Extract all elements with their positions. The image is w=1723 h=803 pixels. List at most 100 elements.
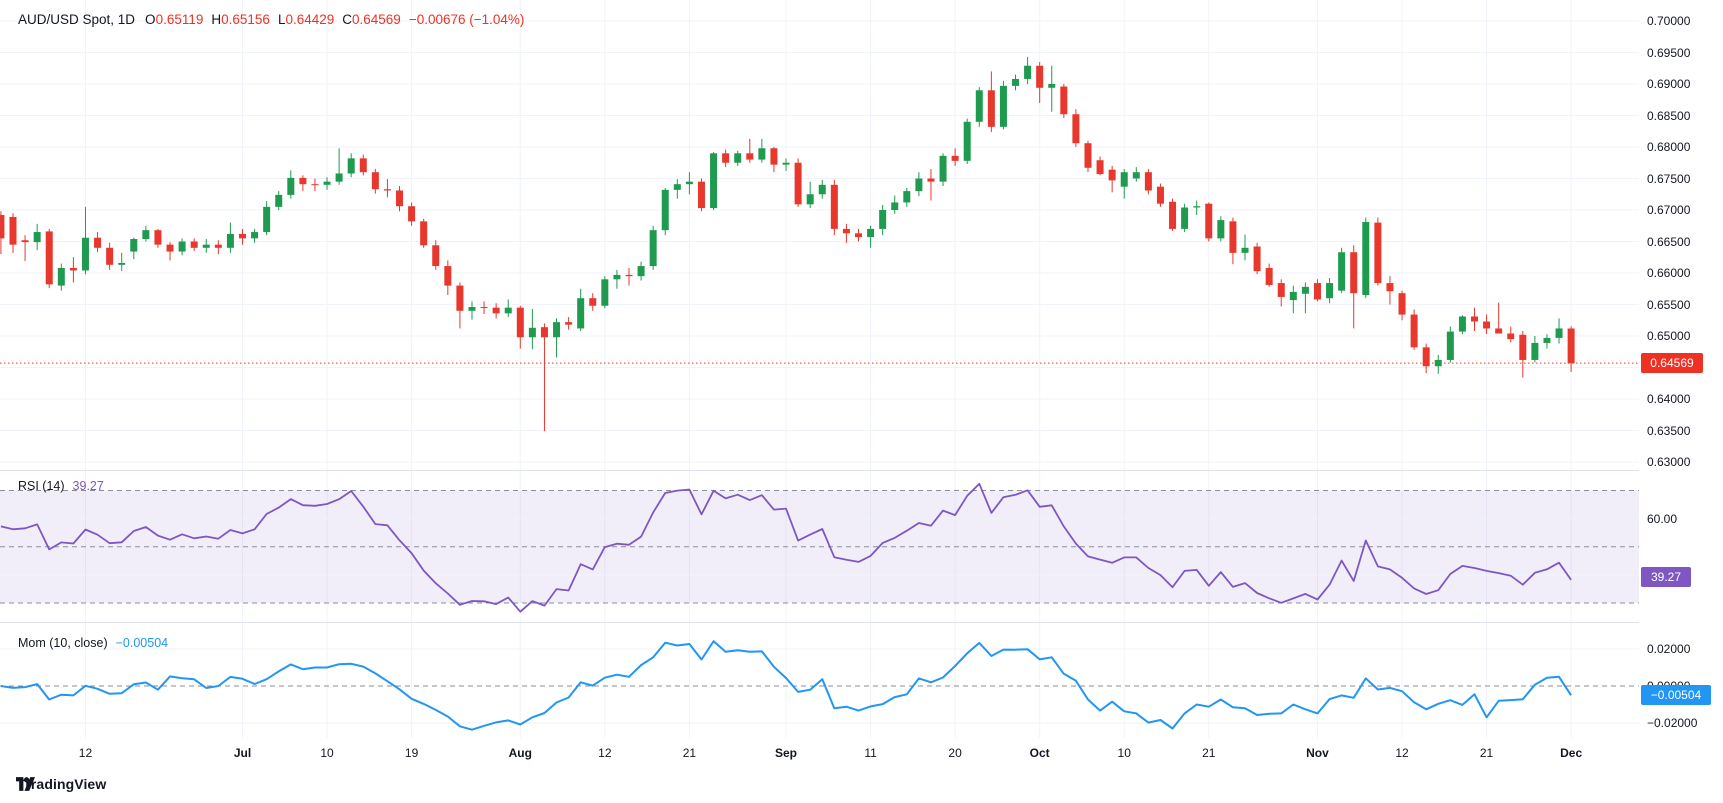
- candle-body: [1072, 114, 1080, 144]
- candle-body: [347, 158, 355, 174]
- tradingview-logo-text: TradingView: [23, 776, 107, 792]
- candle-body: [879, 210, 887, 229]
- candle-body: [359, 158, 367, 173]
- price-tick-label: 0.65500: [1647, 297, 1691, 312]
- tradingview-logo[interactable]: TradingView: [16, 776, 106, 792]
- candle-body: [69, 267, 77, 271]
- candle-body: [1132, 172, 1140, 179]
- candle-body: [1446, 331, 1454, 360]
- momentum-tick-label: −0.02000: [1647, 716, 1698, 730]
- price-tick-label: 0.65000: [1647, 329, 1691, 343]
- time-tick-label: 12: [1395, 746, 1409, 760]
- candle-body: [1265, 267, 1273, 285]
- candle-body: [1036, 65, 1044, 88]
- candle-body: [1313, 283, 1321, 300]
- candle-body: [1108, 169, 1116, 181]
- candle-body: [794, 162, 802, 205]
- candle-body: [1048, 84, 1056, 88]
- candle-body: [1205, 203, 1213, 239]
- rsi-label[interactable]: RSI (14): [18, 479, 65, 493]
- candle-body: [81, 237, 89, 271]
- symbol-title[interactable]: AUD/USD Spot, 1D: [18, 12, 136, 27]
- rsi-legend[interactable]: RSI (14) 39.27: [18, 479, 104, 493]
- change-value: −0.00676 (−1.04%): [408, 12, 525, 27]
- candle-body: [33, 232, 41, 243]
- time-tick-label: Nov: [1306, 746, 1329, 760]
- price-scale[interactable]: [1639, 0, 1723, 768]
- time-tick-label: Aug: [508, 746, 532, 760]
- candle-body: [1301, 286, 1309, 294]
- symbol-legend[interactable]: AUD/USD Spot, 1D O0.65119 H0.65156 L0.64429…: [18, 12, 524, 27]
- candle-body: [299, 177, 307, 185]
- candle-body: [492, 307, 500, 314]
- candle-body: [1096, 160, 1104, 175]
- candle-body: [57, 267, 65, 286]
- candle-body: [1543, 337, 1551, 343]
- candle-body: [1519, 334, 1527, 360]
- candle-body: [1374, 222, 1382, 284]
- candle-body: [867, 228, 875, 238]
- candle-body: [1289, 291, 1297, 301]
- time-tick-label: 20: [948, 746, 962, 760]
- candle-body: [1410, 314, 1418, 348]
- candle-body: [202, 244, 210, 248]
- candle-body: [1422, 347, 1430, 367]
- momentum-legend[interactable]: Mom (10, close) −0.00504: [18, 636, 168, 650]
- candle-body: [1350, 252, 1358, 294]
- time-scale[interactable]: [0, 738, 1639, 768]
- time-tick-label: 21: [682, 746, 697, 760]
- candle-body: [540, 327, 548, 338]
- candle-body: [1495, 328, 1503, 334]
- close-key: C: [342, 12, 353, 27]
- candle-body: [1277, 283, 1285, 297]
- price-tick-label: 0.64000: [1647, 392, 1691, 406]
- candle-body: [1169, 201, 1177, 229]
- candle-body: [444, 266, 452, 286]
- candle-body: [226, 233, 234, 248]
- candle-body: [154, 230, 162, 245]
- candle-body: [589, 298, 597, 306]
- candle-body: [685, 181, 693, 185]
- candle-body: [335, 173, 343, 182]
- candle-body: [238, 233, 246, 239]
- candle-body: [613, 274, 621, 280]
- candle-body: [118, 262, 126, 265]
- candle-body: [746, 153, 754, 160]
- candle-body: [1398, 293, 1406, 315]
- candle-body: [927, 178, 935, 182]
- time-tick-label: 12: [598, 746, 612, 760]
- rsi-tick-label: 60.00: [1647, 511, 1678, 526]
- candle-body: [697, 181, 705, 209]
- candle-body: [323, 181, 331, 185]
- candle-body: [1507, 333, 1515, 340]
- candle-body: [565, 322, 573, 325]
- momentum-label[interactable]: Mom (10, close): [18, 636, 108, 650]
- candle-body: [1217, 220, 1225, 239]
- candle-body: [1084, 143, 1092, 168]
- time-tick-label: Oct: [1029, 746, 1050, 760]
- candle-body: [601, 279, 609, 306]
- candle-body: [999, 85, 1007, 127]
- rsi-value-badge: 39.27: [1641, 566, 1691, 587]
- time-tick-label: 21: [1202, 746, 1216, 760]
- candle-body: [951, 155, 959, 161]
- candle-body: [420, 221, 428, 246]
- candle-body: [528, 327, 536, 338]
- candle-body: [1156, 186, 1164, 204]
- price-tick-label: 0.63500: [1647, 423, 1691, 438]
- candle-body: [516, 307, 524, 338]
- candle-body: [915, 178, 923, 192]
- low-value: 0.64429: [285, 12, 335, 27]
- low-key: L: [277, 12, 286, 27]
- candle-body: [806, 194, 814, 205]
- price-tick-label: 0.67500: [1647, 171, 1691, 186]
- momentum-value: −0.00504: [115, 636, 169, 650]
- time-tick-label: Jul: [233, 746, 252, 760]
- last-price-badge: 0.64569: [1641, 353, 1703, 374]
- candle-body: [758, 148, 766, 160]
- candle-body: [1144, 172, 1152, 191]
- candle-body: [818, 184, 826, 195]
- candle-body: [9, 216, 17, 245]
